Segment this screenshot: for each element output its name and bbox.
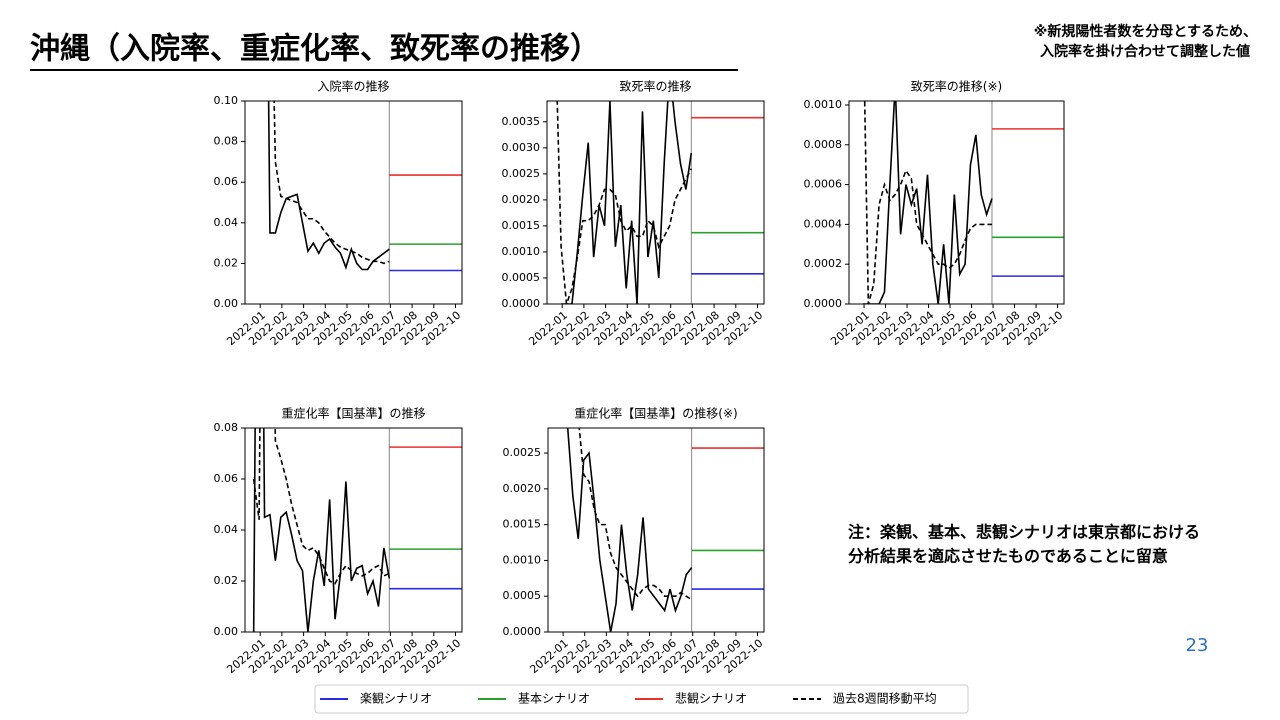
y-tick-label: 0.04 [214, 216, 239, 229]
scenario-line [273, 101, 390, 265]
y-tick-label: 0.0010 [804, 98, 843, 111]
note-top: 入院率を掛け合わせて調整した値 [1040, 43, 1250, 60]
plot-frame [244, 100, 463, 305]
chart-title: 致死率の推移 [619, 79, 691, 94]
chart-title: 重症化率【国基準】の推移(※) [574, 406, 737, 421]
plot-frame [546, 100, 765, 305]
plot [556, 101, 764, 304]
y-tick-label: 0.08 [214, 135, 239, 148]
legend-label: 悲観シナリオ [675, 691, 747, 706]
y-tick-label: 0.0004 [804, 217, 843, 230]
scenario-line [578, 428, 693, 601]
chart-title: 入院率の推移 [317, 79, 389, 94]
y-tick-label: 0.0025 [503, 446, 542, 459]
plot [267, 101, 462, 304]
data-line [561, 101, 693, 304]
note-right: 分析結果を適応させたものであることに留意 [848, 547, 1168, 566]
y-tick-label: 0.06 [214, 175, 239, 188]
y-tick-label: 0.08 [214, 421, 239, 434]
y-tick-label: 0.0006 [804, 178, 843, 191]
data-line [252, 428, 391, 632]
plot [252, 428, 462, 632]
y-tick-label: 0.0005 [502, 271, 541, 284]
y-tick-label: 0.0035 [502, 115, 541, 128]
y-tick-label: 0.0000 [502, 297, 541, 310]
y-tick-label: 0.0008 [804, 138, 843, 151]
y-tick-label: 0.0010 [502, 245, 541, 258]
scenario-line [556, 101, 693, 304]
y-tick-label: 0.0020 [502, 193, 541, 206]
data-line [862, 101, 993, 304]
y-tick-label: 0.00 [214, 625, 239, 638]
y-tick-label: 0.06 [214, 472, 239, 485]
plot-frame [547, 427, 765, 633]
y-tick-label: 0.0030 [502, 141, 541, 154]
note-right: 注：楽観、基本、悲観シナリオは東京都における [848, 523, 1200, 542]
y-tick-label: 0.00 [214, 297, 239, 310]
data-line [566, 428, 693, 632]
legend-label: 基本シナリオ [518, 692, 590, 706]
y-tick-label: 0.0020 [503, 482, 542, 495]
y-tick-label: 0.0025 [502, 167, 541, 180]
y-tick-label: 0.02 [214, 574, 239, 587]
plot [862, 101, 1064, 304]
data-line [267, 101, 390, 271]
y-tick-label: 0.0002 [804, 257, 843, 270]
y-tick-label: 0.0015 [503, 518, 542, 531]
plot [566, 428, 764, 632]
legend-label: 過去8週間移動平均 [833, 692, 937, 706]
page-number: 23 [1186, 635, 1209, 656]
y-tick-label: 0.0015 [502, 219, 541, 232]
slide-title: 沖縄（入院率、重症化率、致死率の推移） [30, 32, 600, 67]
note-top: ※新規陽性者数を分母とするため、 [1034, 23, 1257, 40]
chart-title: 致死率の推移(※) [911, 79, 1002, 94]
y-tick-label: 0.0000 [804, 297, 843, 310]
plot-frame [244, 427, 463, 633]
y-tick-label: 0.0000 [503, 625, 542, 638]
chart-title: 重症化率【国基準】の推移 [281, 406, 425, 421]
y-tick-label: 0.0010 [503, 553, 542, 566]
y-tick-label: 0.02 [214, 256, 239, 269]
legend-label: 楽観シナリオ [360, 692, 432, 706]
y-tick-label: 0.0005 [503, 589, 542, 602]
y-tick-label: 0.10 [214, 94, 239, 107]
scenario-line [863, 101, 992, 304]
plot-frame [848, 100, 1065, 305]
y-tick-label: 0.04 [214, 523, 239, 536]
